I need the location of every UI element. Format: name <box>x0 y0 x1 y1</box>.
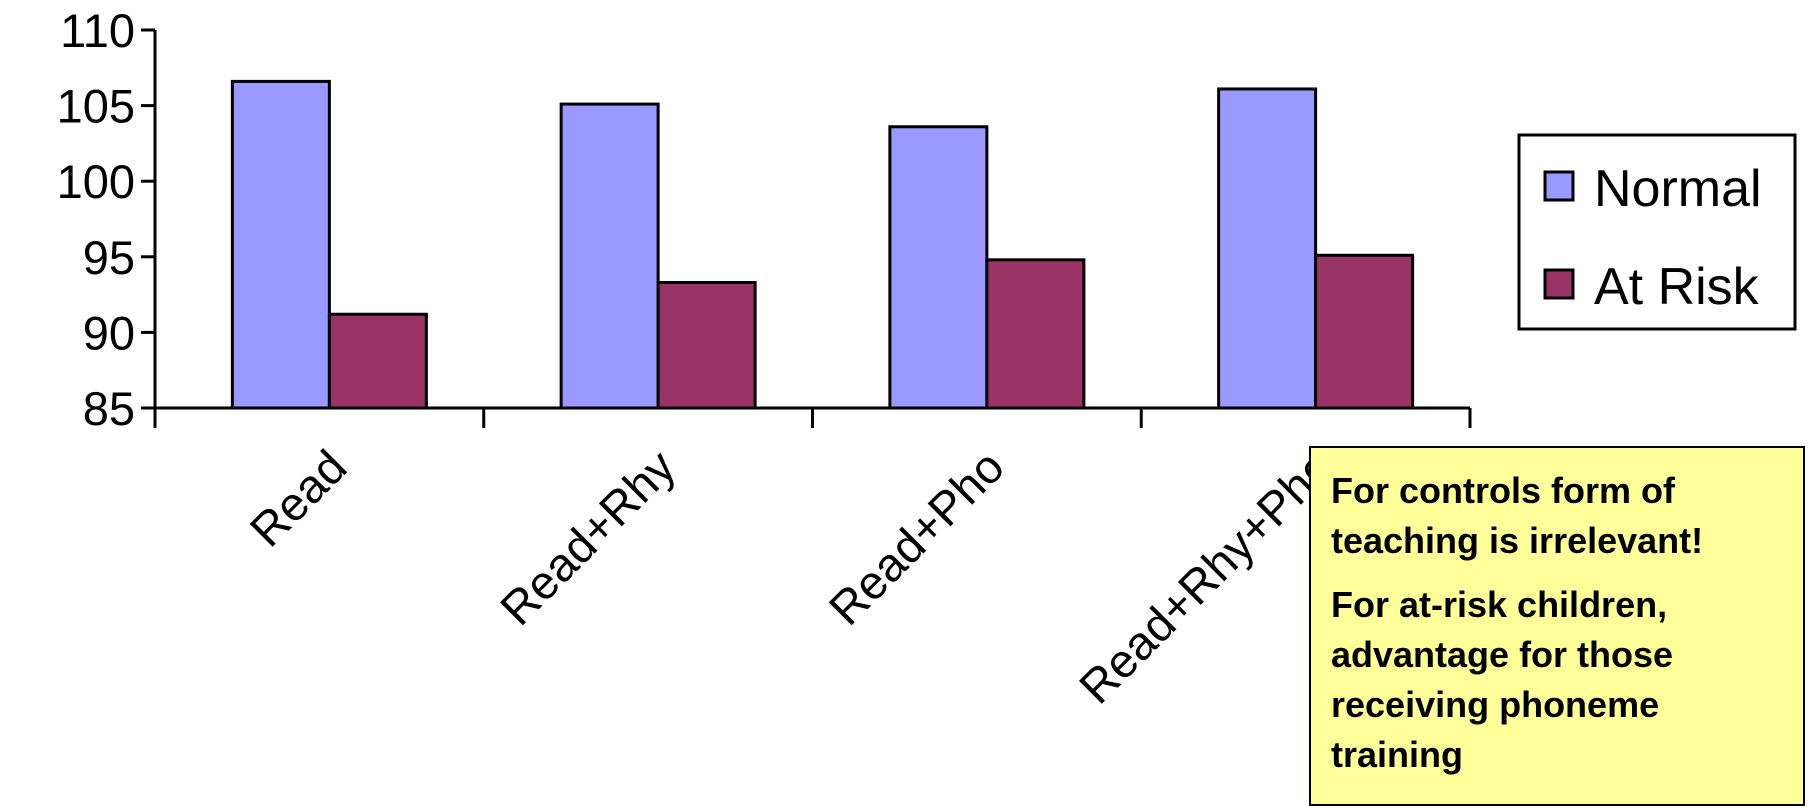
x-tick-label-read: Read <box>240 440 357 557</box>
x-tick-label-read-rhy: Read+Rhy <box>490 439 686 635</box>
y-tick-label: 100 <box>57 155 135 208</box>
x-ticks: Read Read+Rhy Read+Pho Read+Rhy+Pho <box>153 408 1472 714</box>
legend-swatch-normal <box>1543 170 1575 202</box>
x-tick-label-read-rhy-pho: Read+Rhy+Pho <box>1069 440 1343 714</box>
y-tick-label: 90 <box>83 306 135 359</box>
legend-label-at-risk: At Risk <box>1594 258 1760 316</box>
annotation-note: For controls form of teaching is irrelev… <box>1309 446 1805 806</box>
legend: Normal At Risk <box>1517 133 1797 331</box>
bar-normal-read-rhy <box>559 102 660 410</box>
y-tick-label: 105 <box>57 80 135 133</box>
bar-normal-read-rhy-pho <box>1217 87 1318 410</box>
note-line-controls: For controls form of teaching is irrelev… <box>1331 470 1704 561</box>
bar-normal-read-pho <box>888 125 989 410</box>
legend-label-normal: Normal <box>1594 160 1762 218</box>
legend-swatch-at-risk <box>1543 268 1575 300</box>
y-tick-label: 110 <box>60 4 135 57</box>
y-tick-label: 95 <box>83 231 135 284</box>
x-tick-label-read-pho: Read+Pho <box>818 440 1013 635</box>
y-ticks: 85 90 95 100 105 110 <box>57 4 155 435</box>
bars <box>230 79 1415 410</box>
bar-normal-read <box>230 79 331 410</box>
bar-at-risk-read <box>327 312 428 410</box>
bar-at-risk-read-pho <box>985 258 1086 410</box>
note-line-at-risk: For at-risk children, advantage for thos… <box>1331 584 1674 775</box>
bar-at-risk-read-rhy <box>656 281 757 410</box>
y-tick-label: 85 <box>83 382 135 435</box>
bar-at-risk-read-rhy-pho <box>1314 253 1415 410</box>
